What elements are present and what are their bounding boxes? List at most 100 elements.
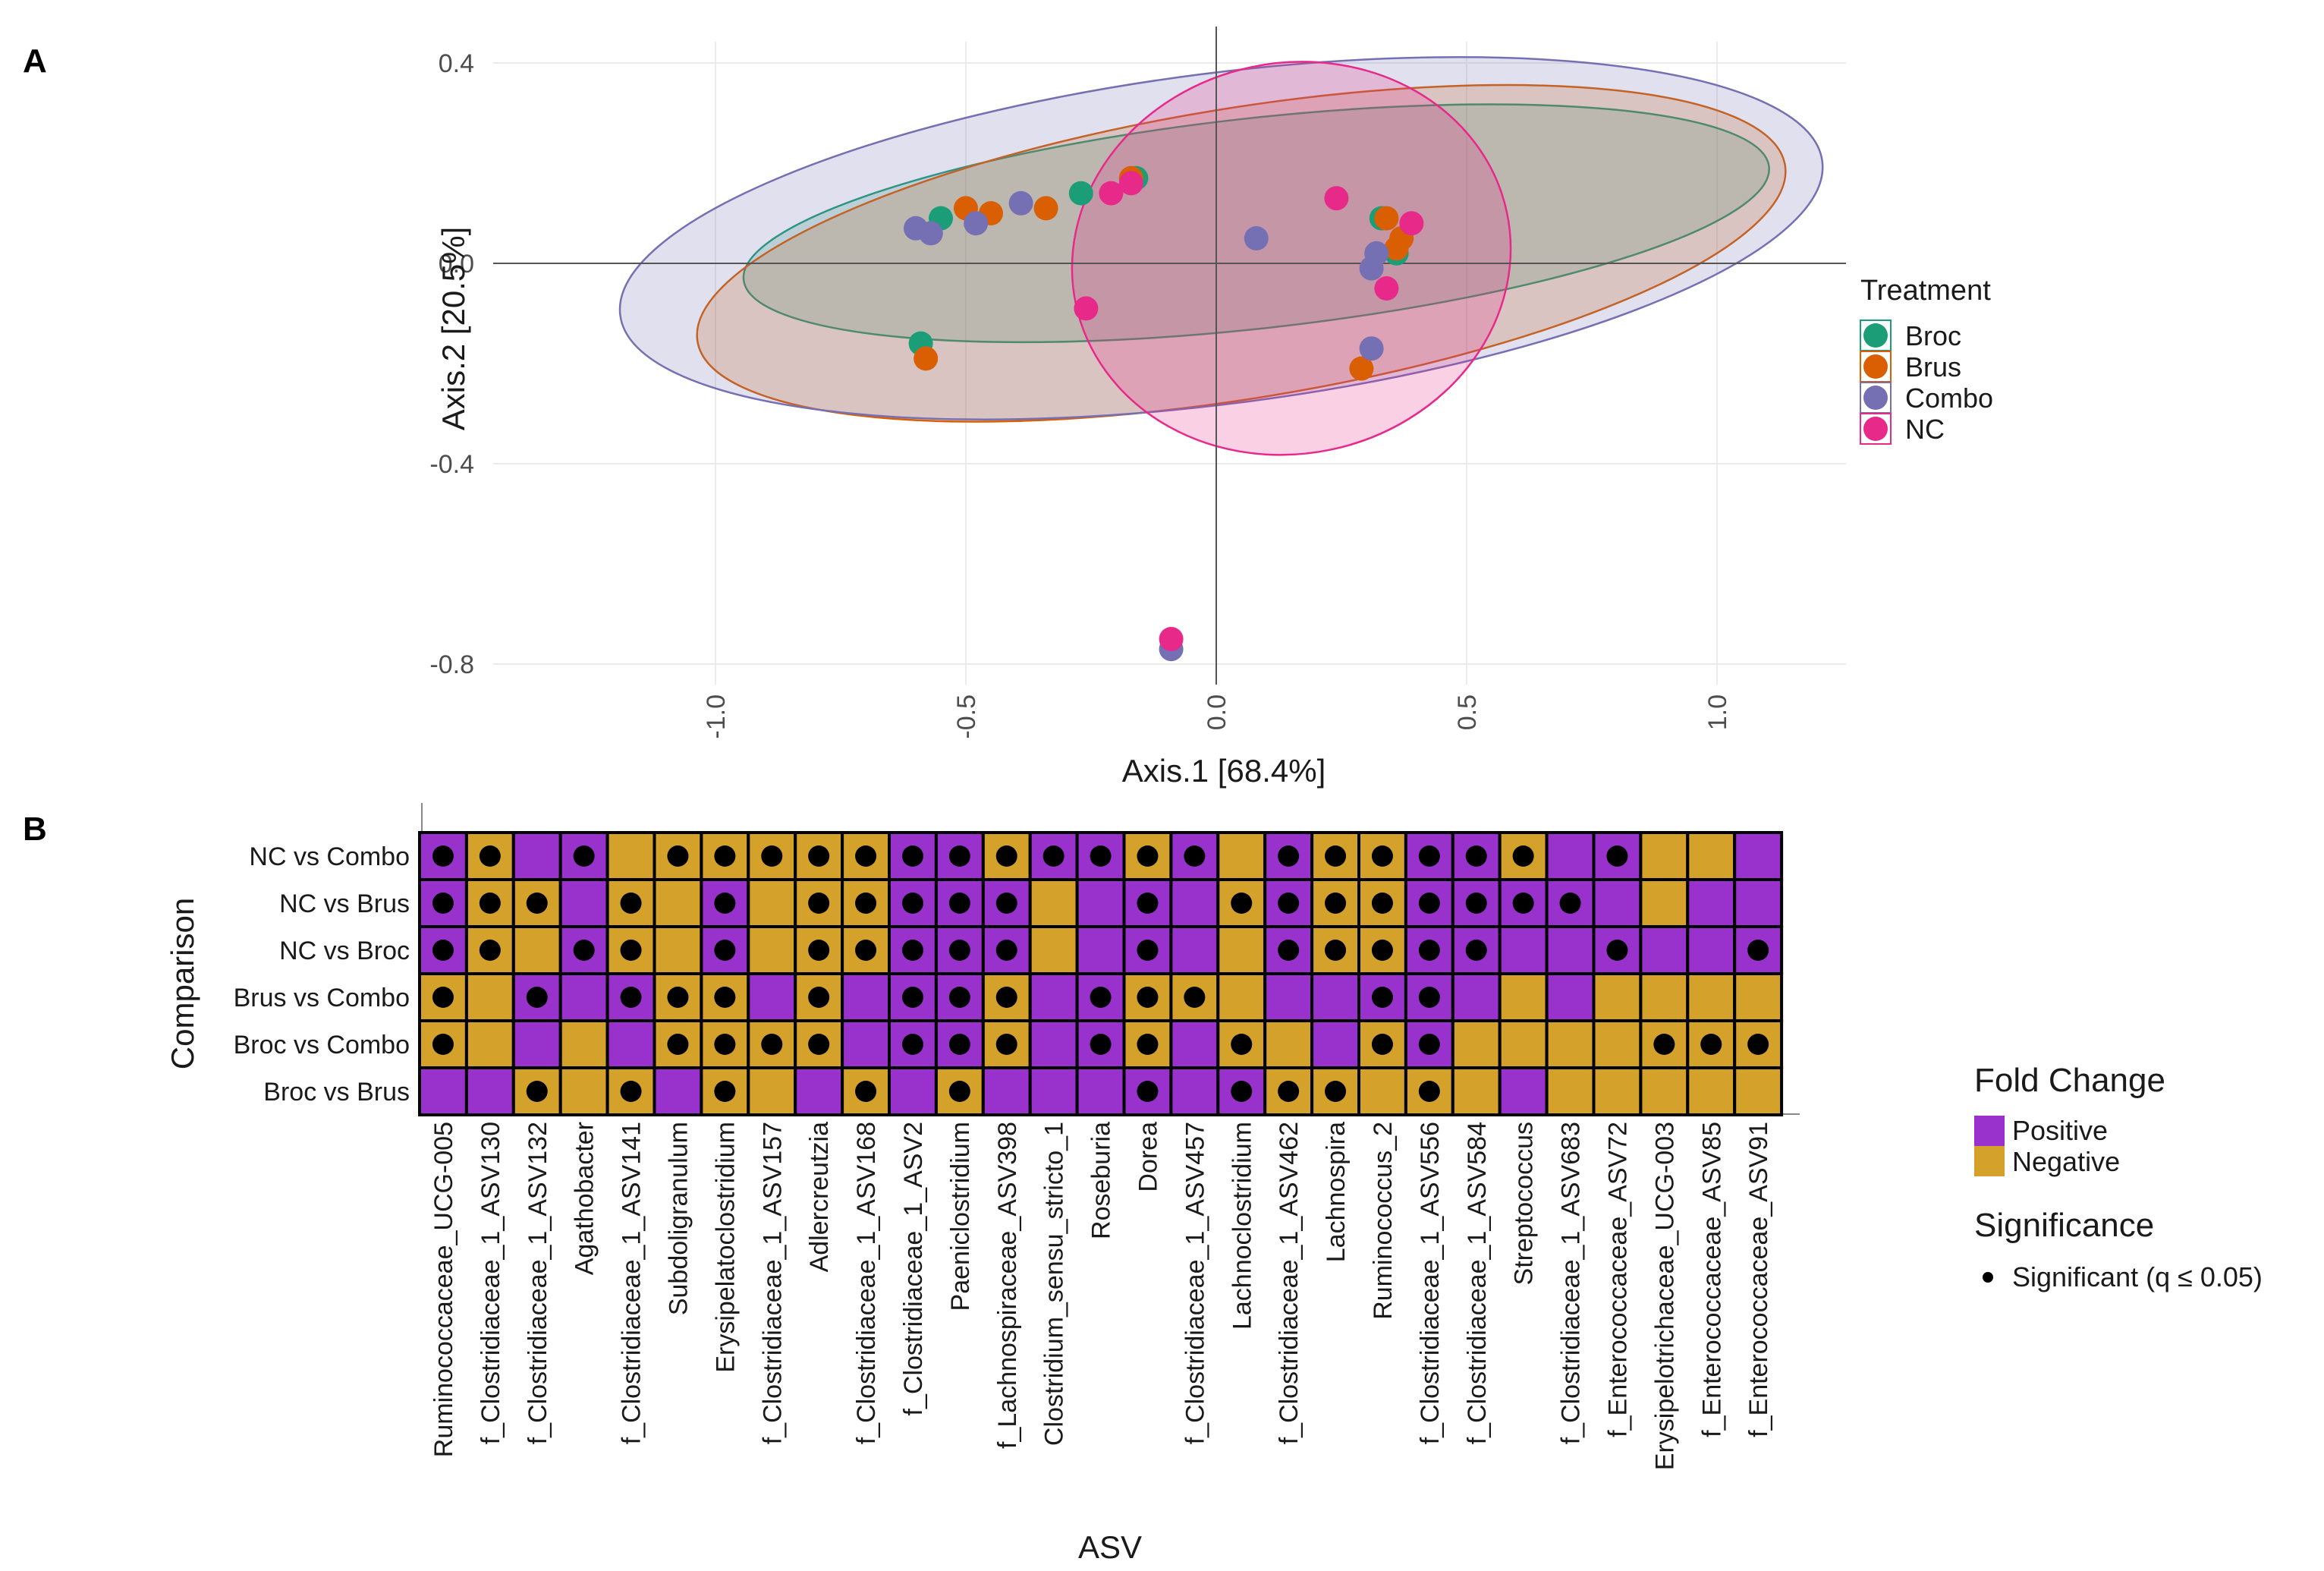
heatmap-cell [1733,972,1784,1022]
heatmap-cell [1545,1019,1596,1069]
significance-dot [1325,845,1347,867]
heatmap-column-label: Adlercreutzia [805,1122,834,1273]
heatmap-cell [1169,1019,1220,1069]
heatmap-cell [1733,878,1784,928]
significance-dot [901,893,923,914]
significance-dot [901,987,923,1008]
significance-dot [1137,1081,1159,1102]
significance-dot [995,1034,1017,1055]
heatmap-column-label: f_Enterococcaceae_ASV72 [1603,1122,1632,1437]
significance-dot [620,940,642,961]
heatmap-cell [464,972,515,1022]
heatmap-cell [1733,1066,1784,1116]
point-brus [1033,196,1058,221]
heatmap-cell [1357,878,1407,928]
heatmap-cell [747,972,797,1022]
pcoa-x-tick-label: 0.0 [1203,694,1231,730]
fold-change-legend-title: Fold Change [1974,1062,2165,1099]
pcoa-x-ticks: -1.0 -0.5 0.0 0.5 1.0 [702,694,1732,739]
pcoa-ellipses [618,56,1824,456]
heatmap-cell [511,1019,562,1069]
heatmap-cell [1639,1066,1690,1116]
heatmap-cell [1686,831,1737,881]
significance-dot [1137,987,1159,1008]
legend-marker-brus [1863,354,1888,379]
significance-dot [1559,893,1581,914]
significance-dot [808,987,830,1008]
point-nc [1099,181,1124,206]
heatmap-cell [1075,1066,1126,1116]
significance-dot [1137,1034,1159,1055]
pcoa-y-tick-label: 0.0 [439,250,474,279]
significance-dot [432,940,454,961]
pcoa-y-tick-label: -0.8 [429,650,474,679]
pcoa-zero-lines [493,27,1846,685]
significance-dot [948,1034,970,1055]
significance-dot [1325,1081,1347,1102]
ellipse-combo [618,56,1824,420]
pcoa-plot: 0.4 0.0 -0.4 -0.8 -1.0 -0.5 0.0 0.5 1.0 Axis.1 … [429,27,1993,789]
pcoa-y-ticks: 0.4 0.0 -0.4 -0.8 [429,49,474,679]
point-combo [1244,226,1269,250]
pcoa-y-tick-label: 0.4 [439,49,474,78]
significance-dot [995,987,1017,1008]
panel-a-label: A [23,43,47,80]
point-combo [1008,190,1033,216]
heatmap-cell [464,1066,515,1116]
heatmap-row-label: Broc vs Combo [234,1031,410,1059]
heatmap-cell [1263,1019,1314,1069]
significance-dot [1278,845,1300,867]
heatmap-cell [558,878,609,928]
legend-label-nc: NC [1905,414,1945,445]
pcoa-x-tick-label: -0.5 [952,694,981,739]
heatmap-column-label: Roseburia [1087,1122,1116,1239]
significance-dot [1747,940,1769,961]
heatmap-column-label: f_Enterococcaceae_ASV91 [1744,1122,1773,1437]
significance-dot [1371,987,1393,1008]
significance-dot [1325,893,1347,914]
heatmap-cell [747,1066,797,1116]
heatmap-cell [981,1066,1032,1116]
significance-dot [479,893,501,914]
heatmap-cell [605,1019,656,1069]
heatmap-cell [1028,1019,1079,1069]
heatmap-column-label: f_Clostridiaceae_1_ASV132 [524,1122,552,1444]
heatmap-plot: NC vs Combo NC vs Brus NC vs Broc Brus vs C… [165,803,2263,1565]
heatmap-cell [1451,1066,1502,1116]
significance-dot [1184,987,1206,1008]
heatmap-column-label: Ruminococcaceae_UCG-005 [429,1122,458,1457]
heatmap-column-label: Paeniclostridium [946,1122,975,1311]
legend-significance-dot [1983,1272,1993,1283]
significance-dot [1747,1034,1769,1055]
significance-dot [1371,845,1393,867]
point-combo [1359,256,1384,281]
heatmap-cell [464,1019,515,1069]
significance-dot [1231,893,1253,914]
significance-dot [573,845,595,867]
significance-dot [1231,1081,1253,1102]
significance-dot [808,1034,830,1055]
heatmap-column-label: Subdoligranulum [664,1122,693,1315]
heatmap-cell [558,972,609,1022]
legend-swatch-positive [1974,1116,2005,1146]
significance-dot [901,940,923,961]
heatmap-cell [794,1066,844,1116]
heatmap-cell [1733,831,1784,881]
heatmap-cell [1451,972,1502,1022]
significance-dot [1653,1034,1675,1055]
heatmap-column-label: Dorea [1134,1122,1162,1192]
pcoa-points [904,165,1424,662]
significance-dot [808,845,830,867]
significance-dot [1465,940,1487,961]
pcoa-y-tick-label: -0.4 [429,450,474,479]
heatmap-cell [1686,972,1737,1022]
significance-dot [1418,987,1440,1008]
heatmap-cell [511,831,562,881]
legend-label-significant: Significant (q ≤ 0.05) [2012,1261,2263,1292]
heatmap-cell [1028,925,1079,975]
significance-dot [714,1081,736,1102]
significance-dot [432,845,454,867]
heatmap-cell [1263,972,1314,1022]
heatmap-cell [653,925,703,975]
